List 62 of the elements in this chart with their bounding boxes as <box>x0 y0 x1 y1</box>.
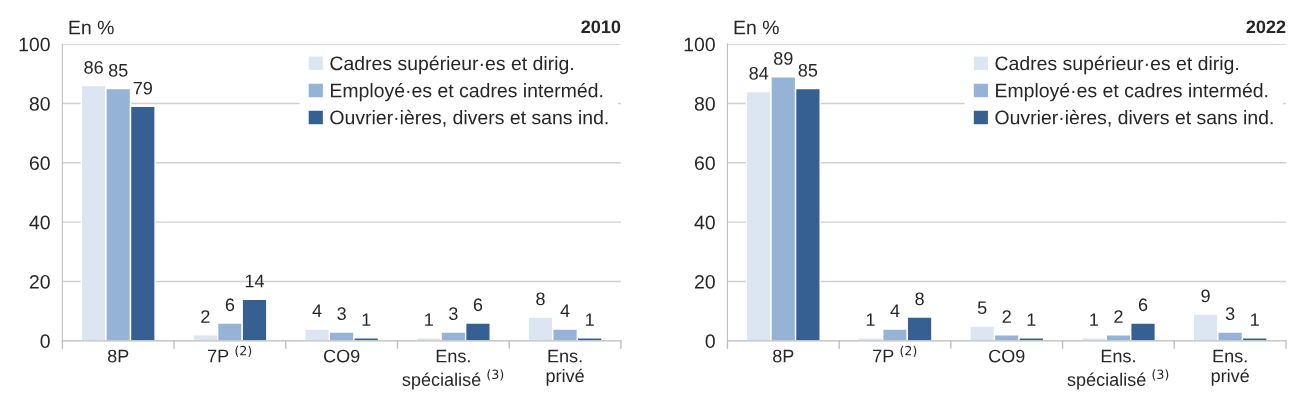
y-tick-label: 0 <box>40 334 50 349</box>
y-tick-label: 20 <box>29 274 50 289</box>
y-tick-label: 80 <box>694 96 715 111</box>
x-tick-label: Ens. privé <box>546 349 584 386</box>
y-tick-label: 100 <box>19 37 50 52</box>
chart-title: 2022 <box>1246 20 1286 34</box>
legend-label: Employé·es et cadres interméd. <box>996 82 1268 102</box>
data-label: 86 <box>84 60 103 74</box>
data-label: 1 <box>1090 313 1098 326</box>
data-label: 5 <box>977 301 987 315</box>
data-label: 8 <box>536 292 545 306</box>
y-axis-title: En % <box>69 20 114 35</box>
x-tick-label: CO9 <box>323 349 360 363</box>
data-label: 1 <box>866 313 875 326</box>
data-label: 84 <box>749 66 769 80</box>
data-label: 2 <box>1114 310 1123 323</box>
x-tick-label: CO9 <box>989 349 1025 363</box>
x-tick-label: Ens. spécialisé $^{(3)}$ <box>1067 349 1169 390</box>
data-label: 2 <box>201 310 210 323</box>
data-label: 9 <box>1201 289 1210 303</box>
data-label: 3 <box>337 307 346 321</box>
x-tick-label: Ens. privé <box>1211 349 1249 386</box>
data-label: 4 <box>312 304 322 317</box>
x-tick-label: 7P $^{(2)}$ <box>873 345 917 363</box>
y-tick-label: 60 <box>29 156 50 171</box>
y-tick-label: 100 <box>684 37 715 52</box>
data-label: 3 <box>449 307 458 321</box>
legend-label: Cadres supérieur·es et dirig. <box>995 55 1239 75</box>
data-label: 79 <box>133 81 152 95</box>
data-label: 85 <box>108 63 128 77</box>
data-label: 4 <box>560 304 570 317</box>
x-tick-label: 8P <box>773 349 794 363</box>
y-tick-label: 20 <box>694 274 715 289</box>
y-tick-label: 0 <box>705 334 715 349</box>
y-axis-title: En % <box>734 20 779 35</box>
data-label: 1 <box>586 313 594 326</box>
y-tick-label: 40 <box>694 215 715 230</box>
data-label: 1 <box>425 313 433 326</box>
y-tick-label: 60 <box>695 156 715 171</box>
data-label: 6 <box>473 298 483 312</box>
legend-label: Ouvrier·ières, divers et sans ind. <box>330 109 608 127</box>
x-tick-label: 8P <box>107 349 129 363</box>
data-label: 6 <box>225 298 235 312</box>
data-label: 2 <box>1002 310 1011 323</box>
y-tick-label: 40 <box>29 215 50 230</box>
data-label: 1 <box>1027 313 1036 326</box>
data-label: 1 <box>1251 313 1259 326</box>
legend-label: Employé·es et cadres interméd. <box>330 82 603 102</box>
data-label: 6 <box>1138 298 1148 312</box>
data-label: 4 <box>890 304 900 317</box>
y-tick-label: 80 <box>29 96 50 111</box>
chart-title: 2010 <box>581 20 621 34</box>
data-label: 14 <box>245 274 265 288</box>
data-label: 8 <box>915 292 924 306</box>
legend-label: Ouvrier·ières, divers et sans ind. <box>995 109 1273 127</box>
x-tick-label: 7P $^{(2)}$ <box>208 345 252 363</box>
data-label: 89 <box>774 52 793 65</box>
x-tick-label: Ens. spécialisé $^{(3)}$ <box>402 349 504 390</box>
data-label: 85 <box>798 63 818 77</box>
legend-label: Cadres supérieur·es et dirig. <box>330 55 573 75</box>
data-label: 1 <box>362 313 371 326</box>
data-label: 3 <box>1225 307 1235 321</box>
